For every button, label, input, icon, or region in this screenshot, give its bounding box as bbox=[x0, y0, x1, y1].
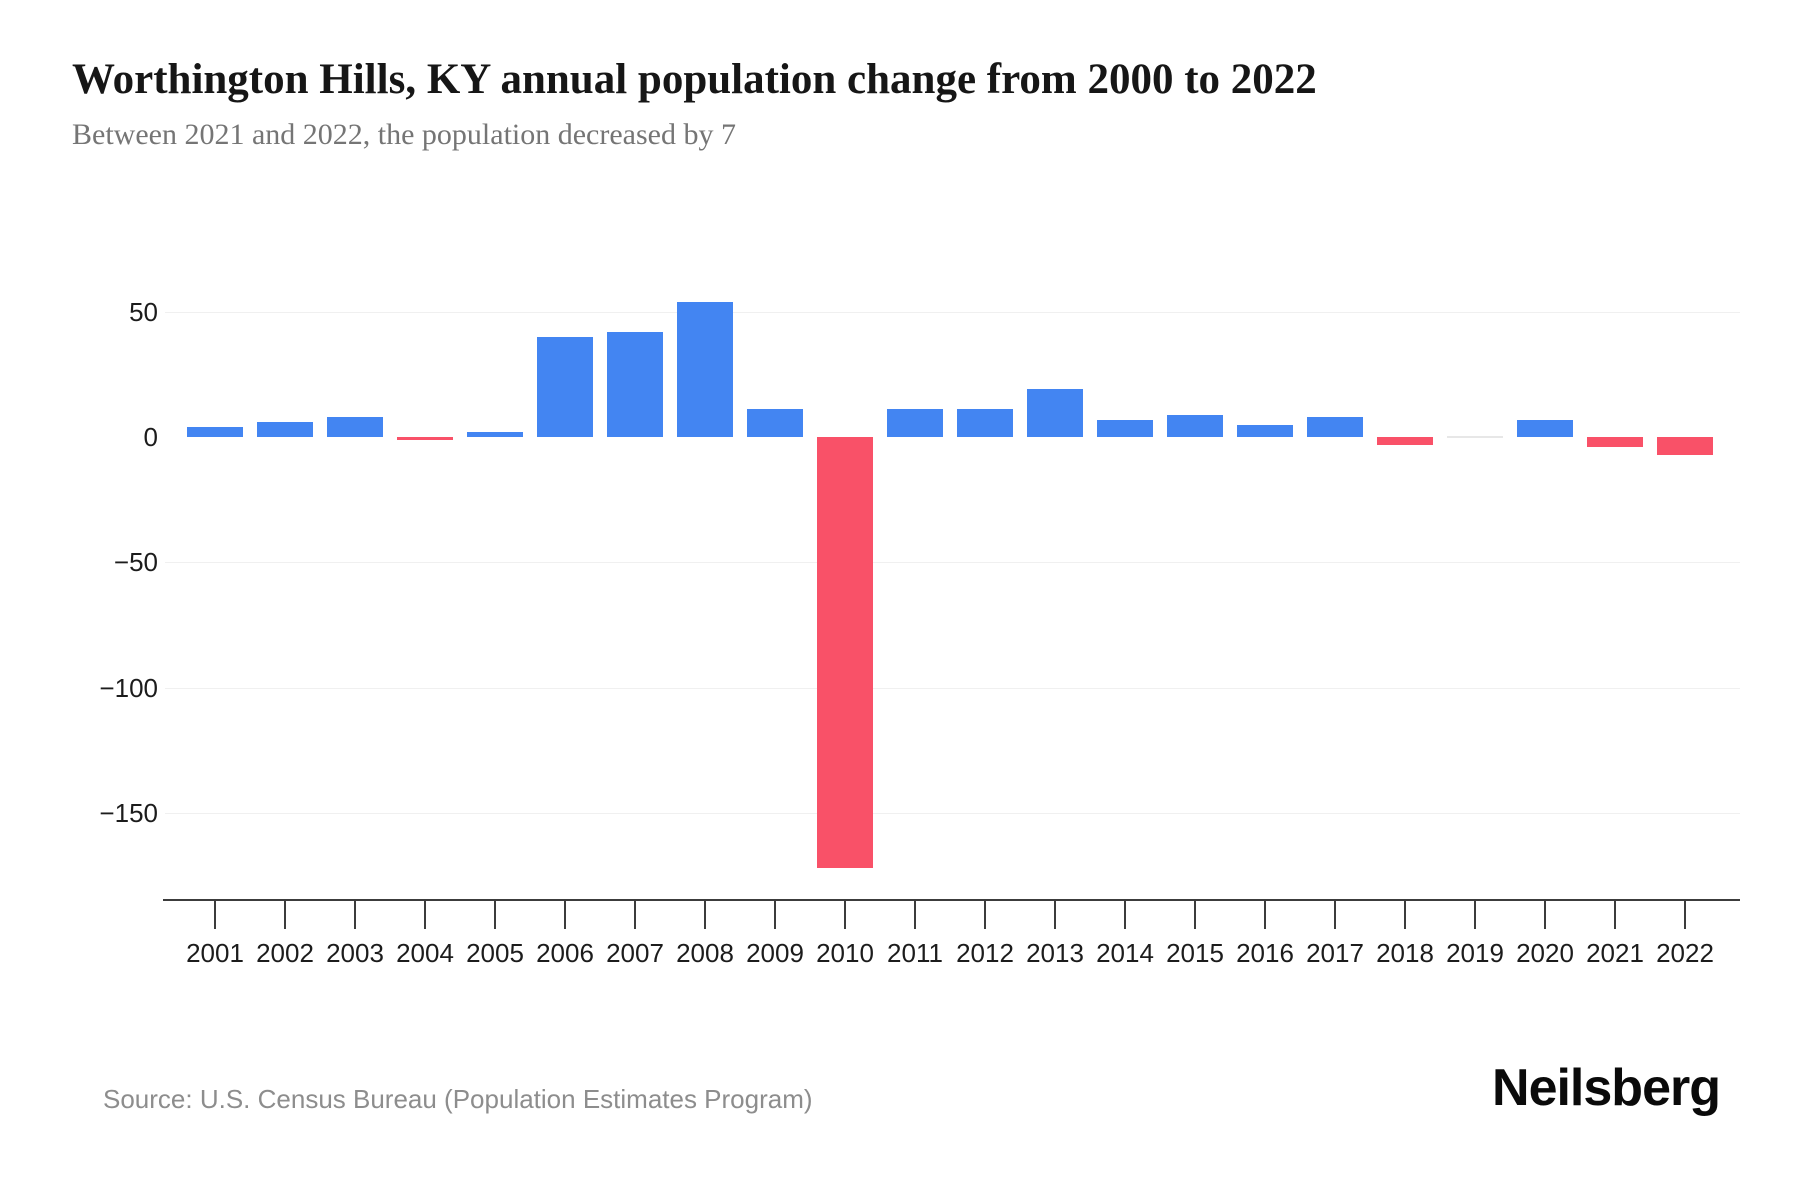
x-tick-label-2021: 2021 bbox=[1586, 938, 1644, 968]
x-tick-2008 bbox=[704, 901, 706, 929]
x-tick-label-2015: 2015 bbox=[1166, 938, 1224, 968]
bar-2013[interactable] bbox=[1027, 389, 1083, 437]
x-tick-2001 bbox=[214, 901, 216, 929]
x-tick-label-2009: 2009 bbox=[746, 938, 804, 968]
y-tick-label-0: 0 bbox=[143, 422, 158, 452]
x-tick-2006 bbox=[564, 901, 566, 929]
bar-2016[interactable] bbox=[1237, 424, 1293, 437]
bar-2018[interactable] bbox=[1377, 437, 1433, 445]
bar-2011[interactable] bbox=[887, 409, 943, 437]
chart-title: Worthington Hills, KY annual population … bbox=[72, 56, 1317, 103]
x-tick-label-2011: 2011 bbox=[887, 938, 943, 968]
x-tick-label-2003: 2003 bbox=[326, 938, 384, 968]
x-tick-label-2020: 2020 bbox=[1516, 938, 1574, 968]
x-tick-2020 bbox=[1544, 901, 1546, 929]
x-tick-2021 bbox=[1614, 901, 1616, 929]
bar-2015[interactable] bbox=[1167, 414, 1223, 437]
plot-area: 50 0 −50 −100 −150 2001 2002 2003 2004 2005 2006 20… bbox=[99, 297, 1740, 968]
x-tick-2002 bbox=[284, 901, 286, 929]
y-tick-label--150: −150 bbox=[99, 798, 158, 828]
y-tick-label-50: 50 bbox=[129, 297, 158, 327]
source-note: Source: U.S. Census Bureau (Population E… bbox=[103, 1084, 813, 1114]
bar-2021[interactable] bbox=[1587, 437, 1643, 447]
x-tick-2003 bbox=[354, 901, 356, 929]
x-tick-2022 bbox=[1684, 901, 1686, 929]
x-tick-2007 bbox=[634, 901, 636, 929]
gridline--100 bbox=[165, 688, 1740, 689]
bar-2019[interactable] bbox=[1447, 436, 1503, 438]
gridline--150 bbox=[165, 813, 1740, 814]
x-tick-label-2004: 2004 bbox=[396, 938, 454, 968]
bar-2006[interactable] bbox=[537, 336, 593, 437]
x-tick-2014 bbox=[1124, 901, 1126, 929]
x-tick-2017 bbox=[1334, 901, 1336, 929]
x-tick-2019 bbox=[1474, 901, 1476, 929]
neilsberg-logo[interactable]: Neilsberg bbox=[1492, 1059, 1721, 1117]
x-tick-label-2022: 2022 bbox=[1656, 938, 1714, 968]
x-tick-2013 bbox=[1054, 901, 1056, 929]
x-tick-2010 bbox=[844, 901, 846, 929]
x-tick-label-2013: 2013 bbox=[1026, 938, 1084, 968]
x-tick-2009 bbox=[774, 901, 776, 929]
x-tick-2018 bbox=[1404, 901, 1406, 929]
bar-2005[interactable] bbox=[467, 432, 523, 437]
x-tick-label-2019: 2019 bbox=[1446, 938, 1504, 968]
chart-subtitle: Between 2021 and 2022, the population de… bbox=[72, 118, 736, 151]
x-tick-2011 bbox=[914, 901, 916, 929]
x-tick-label-2002: 2002 bbox=[256, 938, 314, 968]
x-axis-line bbox=[163, 899, 1740, 901]
bar-2012[interactable] bbox=[957, 409, 1013, 437]
x-tick-2005 bbox=[494, 901, 496, 929]
bar-2014[interactable] bbox=[1097, 419, 1153, 437]
x-tick-label-2007: 2007 bbox=[606, 938, 664, 968]
y-tick-label--50: −50 bbox=[113, 547, 158, 577]
y-tick-label--100: −100 bbox=[99, 673, 158, 703]
bar-2007[interactable] bbox=[607, 331, 663, 437]
gridline--50 bbox=[165, 562, 1740, 563]
x-tick-label-2008: 2008 bbox=[676, 938, 734, 968]
bar-2020[interactable] bbox=[1517, 419, 1573, 437]
bar-2017[interactable] bbox=[1307, 417, 1363, 437]
x-tick-label-2016: 2016 bbox=[1236, 938, 1294, 968]
x-tick-label-2010: 2010 bbox=[816, 938, 874, 968]
x-tick-label-2018: 2018 bbox=[1376, 938, 1434, 968]
bar-2001[interactable] bbox=[187, 427, 243, 437]
x-tick-label-2014: 2014 bbox=[1096, 938, 1154, 968]
bar-2008[interactable] bbox=[677, 301, 733, 437]
x-tick-label-2012: 2012 bbox=[956, 938, 1014, 968]
x-tick-2015 bbox=[1194, 901, 1196, 929]
bar-2022[interactable] bbox=[1657, 437, 1713, 455]
bar-2003[interactable] bbox=[327, 417, 383, 437]
x-tick-label-2017: 2017 bbox=[1306, 938, 1364, 968]
bar-2009[interactable] bbox=[747, 409, 803, 437]
x-tick-2016 bbox=[1264, 901, 1266, 929]
gridline-50 bbox=[165, 312, 1740, 313]
bar-2004[interactable] bbox=[397, 437, 453, 440]
x-tick-2012 bbox=[984, 901, 986, 929]
x-tick-label-2006: 2006 bbox=[536, 938, 594, 968]
x-tick-2004 bbox=[424, 901, 426, 929]
x-tick-label-2001: 2001 bbox=[186, 938, 244, 968]
x-tick-label-2005: 2005 bbox=[466, 938, 524, 968]
bar-2002[interactable] bbox=[257, 422, 313, 437]
bar-2010[interactable] bbox=[817, 437, 873, 868]
